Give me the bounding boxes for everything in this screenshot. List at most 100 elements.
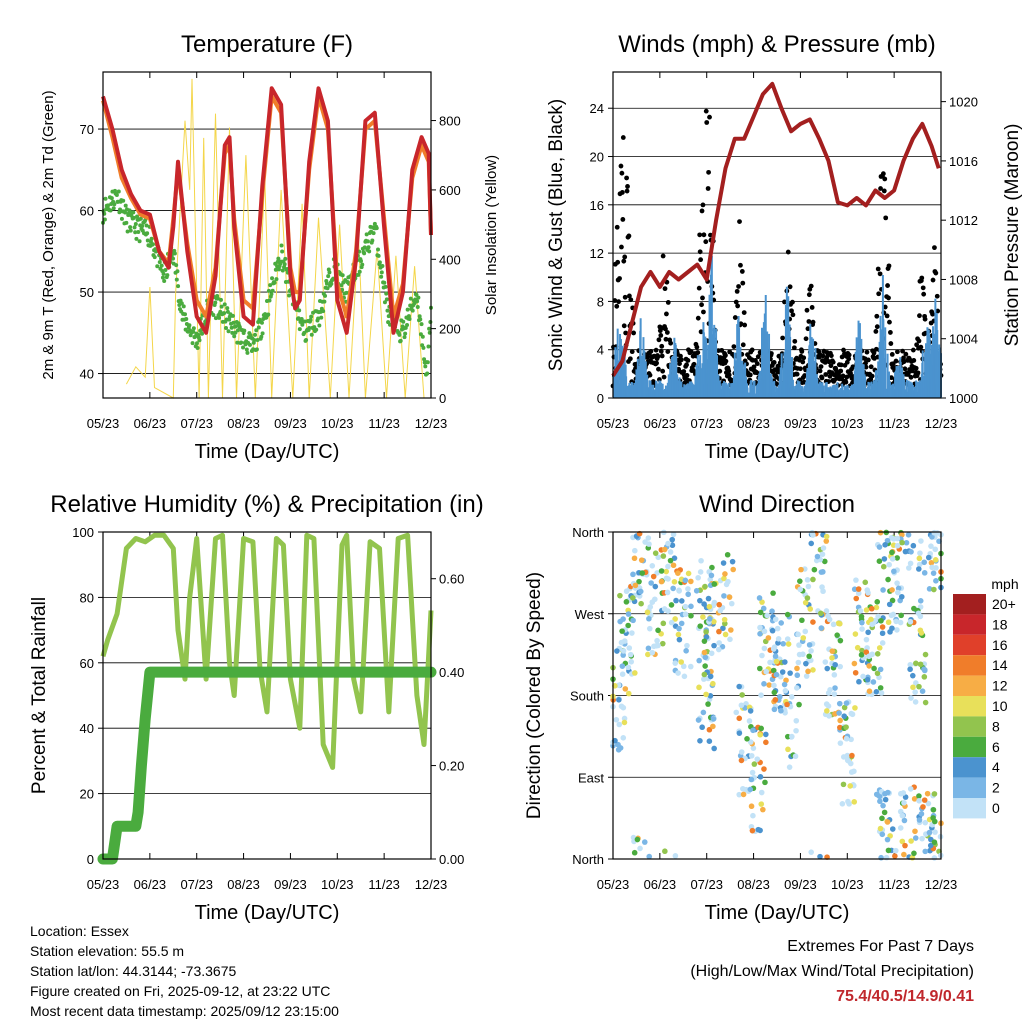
- dewpoint-point: [215, 296, 220, 301]
- gust-point: [736, 284, 741, 289]
- gust-point: [863, 360, 868, 366]
- direction-point: [823, 538, 830, 544]
- direction-point: [852, 631, 859, 637]
- dewpoint-point: [398, 338, 403, 343]
- direction-point: [620, 648, 627, 654]
- gust-point: [625, 184, 630, 189]
- gust-point: [895, 349, 900, 355]
- direction-point: [708, 650, 715, 657]
- direction-point: [898, 790, 904, 797]
- direction-point: [889, 597, 896, 604]
- direction-point: [672, 616, 678, 622]
- gust-point: [780, 335, 786, 341]
- dewpoint-point: [267, 298, 272, 303]
- direction-point: [760, 806, 766, 813]
- y2-tick-label: 400: [439, 252, 461, 267]
- direction-point: [763, 731, 769, 738]
- dewpoint-point: [108, 208, 113, 213]
- gust-point: [731, 344, 737, 349]
- dewpoint-point: [253, 332, 258, 337]
- x-tick-label: 12/23: [415, 877, 448, 892]
- direction-point: [783, 677, 789, 684]
- gust-point: [888, 341, 894, 346]
- dewpoint-point: [370, 238, 375, 243]
- gust-point: [868, 364, 874, 370]
- direction-point: [660, 620, 667, 627]
- direction-point: [650, 573, 657, 580]
- direction-point: [877, 825, 884, 832]
- direction-point: [621, 638, 628, 644]
- direction-point: [667, 557, 674, 564]
- direction-point: [858, 613, 865, 620]
- dewpoint-point: [247, 342, 252, 347]
- direction-point: [631, 555, 638, 562]
- direction-point: [668, 602, 675, 608]
- gust-point: [902, 366, 908, 372]
- direction-point: [866, 688, 873, 694]
- direction-point: [784, 636, 791, 642]
- gust-point: [735, 303, 741, 309]
- x-tick-label: 06/23: [134, 877, 167, 892]
- gust-point: [614, 224, 620, 230]
- x-axis-label: Time (Day/UTC): [705, 902, 850, 924]
- gust-point: [911, 358, 917, 363]
- gust-point: [678, 353, 683, 359]
- direction-point: [758, 725, 764, 732]
- direction-point: [899, 838, 906, 845]
- direction-point: [917, 550, 923, 556]
- x-tick-label: 11/23: [878, 877, 910, 892]
- gust-point: [614, 303, 620, 309]
- direction-point: [787, 670, 793, 676]
- direction-point: [922, 699, 929, 706]
- gust-point: [679, 357, 684, 363]
- dewpoint-point: [340, 273, 345, 278]
- dewpoint-point: [193, 334, 198, 339]
- direction-point: [927, 842, 934, 849]
- direction-point: [810, 667, 816, 673]
- dewpoint-point: [376, 253, 381, 258]
- plot-border: [102, 531, 432, 860]
- dewpoint-point: [384, 297, 389, 302]
- gust-point: [620, 217, 626, 222]
- dewpoint-point: [357, 269, 362, 274]
- direction-point: [921, 797, 928, 803]
- direction-point: [806, 642, 813, 648]
- x-tick-label: 11/23: [878, 416, 910, 431]
- dewpoint-point: [280, 268, 285, 273]
- direction-point: [884, 537, 891, 544]
- direction-point: [851, 586, 858, 593]
- gust-point: [664, 311, 669, 317]
- dewpoint-point: [131, 210, 136, 215]
- gust-point: [882, 176, 888, 182]
- gust-point: [740, 342, 746, 348]
- dewpoint-point: [360, 262, 365, 267]
- direction-point: [660, 553, 667, 559]
- direction-point: [803, 660, 809, 667]
- direction-point: [901, 799, 907, 806]
- direction-point: [863, 649, 870, 656]
- direction-point: [702, 663, 708, 669]
- x-tick-label: 05/23: [597, 416, 630, 431]
- direction-point: [680, 663, 687, 670]
- dewpoint-point: [282, 262, 287, 267]
- dewpoint-point: [356, 272, 361, 277]
- direction-point: [638, 600, 644, 607]
- dewpoint-point: [200, 331, 205, 336]
- direction-point: [817, 610, 824, 617]
- direction-point: [644, 609, 651, 616]
- y-tick-label: 40: [80, 367, 94, 382]
- direction-point: [921, 570, 928, 576]
- direction-point: [794, 665, 800, 672]
- dewpoint-point: [254, 328, 259, 333]
- x-tick-label: 10/23: [831, 877, 864, 892]
- direction-point: [762, 779, 768, 786]
- dewpoint-point: [225, 306, 230, 311]
- gust-point: [817, 368, 823, 374]
- direction-point: [726, 594, 733, 600]
- direction-point: [667, 549, 674, 555]
- dewpoint-point: [421, 345, 426, 350]
- direction-point: [822, 659, 829, 665]
- dewpoint-point: [174, 263, 179, 268]
- gust-point: [620, 135, 626, 140]
- gust-point: [626, 233, 632, 239]
